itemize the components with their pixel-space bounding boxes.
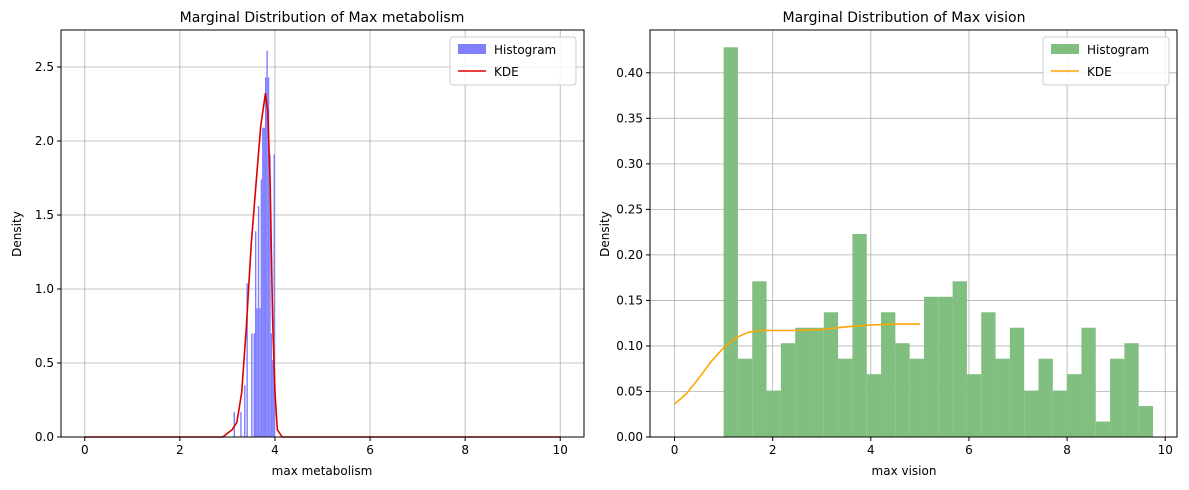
metabolism-histogram-bar — [264, 77, 267, 438]
vision-y-axis-label: Density — [598, 211, 612, 257]
vision-histogram-bar — [1138, 406, 1154, 437]
vision-histogram-bar — [780, 343, 796, 437]
metabolism-axes-frame — [60, 29, 585, 438]
vision-histogram-bar — [895, 343, 910, 437]
vision-y-tick-label: 0.25 — [616, 202, 643, 216]
vision-histogram-bar — [1009, 327, 1025, 437]
metabolism-histogram-bar — [263, 127, 265, 438]
metabolism-x-tick-label: 0 — [81, 443, 89, 457]
metabolism-histogram-bar — [246, 283, 248, 437]
vision-histogram-bar — [1024, 390, 1039, 437]
metabolism-histogram-bar — [266, 50, 268, 437]
vision-chart: Marginal Distribution of Max vision max … — [598, 10, 1178, 478]
vision-histogram-bar — [795, 327, 810, 437]
metabolism-legend-histogram-label: Histogram — [494, 43, 556, 57]
metabolism-histogram-bar — [260, 179, 263, 438]
vision-x-tick-label: 2 — [769, 443, 777, 457]
vision-histogram-bar — [1052, 390, 1068, 437]
metabolism-histogram-bar — [253, 333, 255, 437]
metabolism-histogram-bar — [272, 360, 274, 437]
metabolism-chart: Marginal Distribution of Max metabolism … — [10, 10, 585, 478]
vision-histogram-bar — [952, 281, 967, 437]
vision-legend-histogram-swatch — [1051, 44, 1079, 54]
metabolism-histogram-bar — [259, 308, 261, 437]
metabolism-histogram-bar — [273, 154, 275, 437]
vision-histogram-bar — [852, 233, 867, 437]
metabolism-histogram-bar — [269, 154, 271, 437]
vision-chart-title: Marginal Distribution of Max vision — [783, 10, 1026, 26]
vision-histogram-bar — [752, 281, 767, 437]
metabolism-histogram-bar — [267, 77, 270, 438]
metabolism-histogram-bar — [257, 206, 260, 437]
metabolism-kde-line — [84, 92, 561, 438]
vision-histogram-bar — [995, 358, 1010, 437]
metabolism-y-tick-label: 0.0 — [35, 430, 54, 444]
vision-histogram-bar — [1110, 358, 1125, 437]
vision-x-axis-label: max vision — [872, 464, 937, 478]
metabolism-y-axis-label: Density — [10, 211, 24, 257]
vision-histogram-bar — [938, 296, 953, 437]
metabolism-chart-title: Marginal Distribution of Max metabolism — [180, 10, 465, 26]
vision-legend-histogram-label: Histogram — [1087, 43, 1149, 57]
metabolism-histogram-bar — [244, 385, 246, 437]
metabolism-y-tick-label: 1.0 — [35, 282, 54, 296]
vision-y-tick-label: 0.40 — [616, 66, 643, 80]
vision-y-tick-label: 0.30 — [616, 157, 643, 171]
metabolism-legend-kde-label: KDE — [494, 65, 519, 79]
metabolism-y-tick-label: 2.0 — [35, 134, 54, 148]
metabolism-histogram-bar — [256, 308, 258, 437]
vision-axes-frame — [649, 29, 1178, 438]
vision-histogram-bar — [1067, 374, 1082, 437]
vision-histogram-bar — [1081, 327, 1096, 437]
vision-x-tick-label: 4 — [867, 443, 875, 457]
vision-x-tick-label: 8 — [1063, 443, 1071, 457]
vision-histogram-bar — [766, 390, 781, 437]
vision-histogram-bar — [866, 374, 882, 437]
vision-y-tick-label: 0.00 — [616, 430, 643, 444]
metabolism-histogram-bar — [240, 411, 242, 437]
metabolism-y-tick-label: 1.5 — [35, 208, 54, 222]
vision-histogram-bar — [1038, 358, 1053, 437]
vision-histogram-bar — [923, 296, 939, 437]
vision-histogram-bar — [881, 312, 896, 437]
vision-histogram-bar — [966, 374, 982, 437]
metabolism-x-tick-label: 2 — [176, 443, 184, 457]
vision-legend: Histogram KDE — [1042, 36, 1170, 86]
metabolism-x-tick-label: 10 — [553, 443, 568, 457]
metabolism-x-tick-label: 6 — [366, 443, 374, 457]
vision-x-tick-label: 0 — [671, 443, 679, 457]
metabolism-histogram-bar — [262, 127, 264, 438]
vision-kde-line — [673, 323, 920, 405]
vision-y-tick-label: 0.05 — [616, 384, 643, 398]
metabolism-histogram-bar — [233, 411, 236, 437]
vision-y-tick-label: 0.20 — [616, 248, 643, 262]
vision-legend-kde-label: KDE — [1087, 65, 1112, 79]
metabolism-histogram-bar — [270, 333, 273, 437]
metabolism-x-axis-label: max metabolism — [272, 464, 373, 478]
vision-histogram-bar — [1124, 343, 1139, 437]
vision-histogram-bar — [723, 47, 738, 438]
vision-y-tick-label: 0.10 — [616, 339, 643, 353]
vision-histogram-bar — [823, 312, 839, 437]
metabolism-legend: Histogram KDE — [449, 36, 577, 86]
metabolism-y-tick-label: 0.5 — [35, 356, 54, 370]
vision-histogram-bar — [737, 358, 753, 437]
metabolism-x-tick-label: 4 — [271, 443, 279, 457]
vision-histogram-bar — [1095, 421, 1111, 437]
metabolism-histogram-bar — [254, 231, 257, 437]
vision-y-tick-label: 0.35 — [616, 111, 643, 125]
metabolism-x-tick-label: 8 — [461, 443, 469, 457]
vision-histogram-bar — [981, 312, 996, 437]
metabolism-histogram-bar — [251, 333, 253, 437]
vision-x-tick-label: 10 — [1158, 443, 1173, 457]
vision-y-tick-label: 0.15 — [616, 293, 643, 307]
vision-histogram-bar — [909, 358, 924, 437]
vision-x-tick-label: 6 — [965, 443, 973, 457]
metabolism-legend-histogram-swatch — [458, 44, 486, 54]
vision-histogram-bar — [838, 358, 853, 437]
metabolism-y-tick-label: 2.5 — [35, 60, 54, 74]
vision-histogram-bar — [809, 327, 824, 437]
